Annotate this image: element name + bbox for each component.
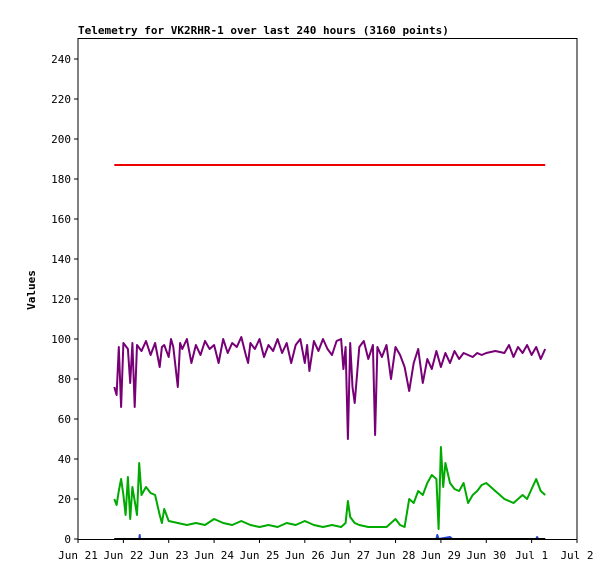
x-tick-label: Jun 26	[285, 549, 325, 562]
y-axis-label: Values	[25, 270, 38, 310]
x-tick-label: Jul 1	[515, 549, 548, 562]
chart-title: Telemetry for VK2RHR-1 over last 240 hou…	[78, 24, 449, 37]
y-axis-ticks: 0 20 40 60 80 100 120 140 160 180 200 220 240	[51, 53, 78, 546]
x-tick-label: Jun 29	[421, 549, 461, 562]
x-tick-label: Jun 21	[58, 549, 98, 562]
y-tick-label: 0	[64, 533, 71, 546]
x-tick-label: Jun 27	[330, 549, 370, 562]
series-line-1	[113, 336, 547, 440]
y-tick-label: 140	[51, 253, 71, 266]
y-tick-label: 160	[51, 213, 71, 226]
x-tick-label: Jun 24	[194, 549, 234, 562]
x-tick-label: Jun 23	[149, 549, 189, 562]
x-tick-label: Jul 2	[560, 549, 593, 562]
series-line-2	[113, 446, 546, 530]
y-tick-label: 200	[51, 133, 71, 146]
x-tick-label: Jun 22	[103, 549, 143, 562]
y-tick-label: 20	[58, 493, 71, 506]
x-tick-label: Jun 30	[466, 549, 506, 562]
y-tick-label: 220	[51, 93, 71, 106]
y-tick-label: 40	[58, 453, 71, 466]
x-tick-label: Jun 28	[376, 549, 416, 562]
y-tick-label: 100	[51, 333, 71, 346]
y-tick-label: 60	[58, 413, 71, 426]
x-axis-ticks: Jun 21 Jun 22 Jun 23 Jun 24 Jun 25 Jun 26 Jun …	[58, 539, 594, 562]
y-tick-label: 180	[51, 173, 71, 186]
y-tick-label: 80	[58, 373, 71, 386]
series-layer	[113, 164, 547, 540]
plot-frame	[77, 38, 578, 540]
y-tick-label: 120	[51, 293, 71, 306]
x-tick-label: Jun 25	[240, 549, 280, 562]
y-tick-label: 240	[51, 53, 71, 66]
